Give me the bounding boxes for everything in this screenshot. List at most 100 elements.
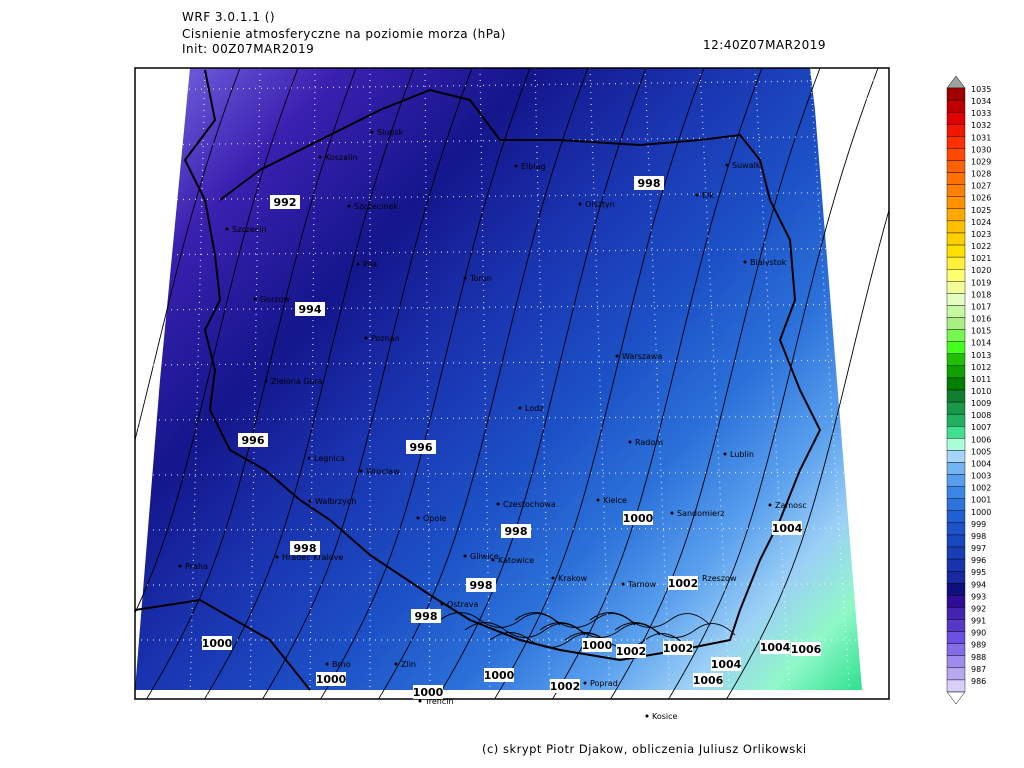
- legend-swatch: [946, 99, 966, 113]
- city-dot: [275, 555, 279, 559]
- contour-label-box: [760, 640, 790, 654]
- legend-swatch: [946, 583, 966, 596]
- legend-swatch: [946, 269, 966, 282]
- city-label: Zielona Gora: [271, 377, 323, 386]
- city-dot: [308, 499, 312, 503]
- contour-label-box: [501, 524, 531, 538]
- city-label: Rzeszow: [702, 574, 737, 583]
- legend-label: 1020: [971, 266, 991, 275]
- contour-label-box: [413, 685, 443, 699]
- isobar: [439, 612, 561, 628]
- legend-label: 1013: [971, 351, 991, 360]
- city-label: Wroclaw: [366, 467, 400, 476]
- field-title: Cisnienie atmosferyczne na poziomie morz…: [182, 27, 506, 41]
- contour-label: 998: [294, 542, 317, 555]
- city-label: Hradec Kralove: [282, 553, 343, 562]
- legend-swatch: [946, 607, 966, 620]
- isobar: [514, 612, 636, 628]
- legend-swatch: [946, 111, 966, 125]
- legend-swatch: [946, 413, 966, 427]
- legend-label: 1023: [971, 230, 991, 239]
- contour-label-box: [616, 644, 646, 658]
- contour-label-box: [634, 176, 664, 190]
- isobar: [494, 68, 705, 699]
- contour-label: 998: [505, 525, 528, 538]
- city-dot: [418, 699, 422, 703]
- legend-label: 1032: [971, 121, 991, 130]
- city-label: Krakow: [558, 574, 588, 583]
- legend-swatch: [946, 426, 966, 439]
- legend-swatch: [946, 365, 966, 379]
- contour-label-box: [693, 673, 723, 687]
- city-dot: [551, 576, 555, 580]
- map-frame: [134, 67, 890, 700]
- city-dot: [463, 276, 467, 280]
- city-labels: Slupsk Koszalin Szczecinek Szczecin Pila Gorz…: [178, 128, 807, 721]
- city-dot: [318, 155, 322, 159]
- legend-label: 997: [971, 544, 986, 553]
- legend-label: 988: [971, 653, 986, 662]
- city-dot: [225, 227, 229, 231]
- legend-swatch: [946, 244, 966, 258]
- legend-label: 1019: [971, 278, 991, 287]
- city-dot: [370, 130, 374, 134]
- city-label: Bialystok: [750, 258, 787, 267]
- city-label: Kielce: [603, 496, 627, 505]
- contour-label-box: [316, 672, 346, 686]
- legend-swatch: [946, 172, 966, 185]
- city-label: Suwalki: [732, 161, 763, 170]
- city-label: Gorzow: [260, 295, 290, 304]
- legend-arrow-top: [946, 75, 966, 89]
- contour-label-box: [406, 440, 436, 454]
- isobar: [589, 612, 711, 628]
- city-label: Lodz: [525, 404, 544, 413]
- city-label: Pila: [363, 260, 377, 269]
- contour-label: 1000: [202, 637, 233, 650]
- city-label: Tarnow: [627, 580, 657, 589]
- legend-label: 996: [971, 556, 986, 565]
- contour-label-box: [295, 302, 325, 316]
- contour-label: 1000: [316, 673, 347, 686]
- legend-label: 1025: [971, 206, 991, 215]
- city-label: Olsztyn: [585, 200, 615, 209]
- contour-label-box: [484, 668, 514, 682]
- legend-swatch: [946, 450, 966, 463]
- legend-label: 1033: [971, 109, 991, 118]
- city-label: Zlin: [401, 660, 416, 669]
- contour-label-box: [238, 433, 268, 447]
- legend-swatch: [946, 148, 966, 161]
- legend-swatch: [946, 401, 966, 415]
- contour-label: 998: [638, 177, 661, 190]
- contour-label: 996: [242, 434, 265, 447]
- legend-swatch: [946, 486, 966, 499]
- legend-swatch: [946, 184, 966, 197]
- city-dot: [583, 681, 587, 685]
- legend-label: 1016: [971, 315, 991, 324]
- color-legend: 1035 1034 1033 1032 1031 1030 1029 1028 1027 1026…: [946, 75, 991, 705]
- legend-swatch: [946, 256, 966, 270]
- city-label: Praha: [185, 562, 208, 571]
- city-label: Warszawa: [622, 352, 662, 361]
- contour-label-box: [791, 642, 821, 656]
- legend-label: 999: [971, 520, 986, 529]
- legend-swatch: [946, 522, 966, 536]
- contour-label: 998: [470, 579, 493, 592]
- contour-label: 994: [299, 303, 322, 316]
- legend-swatch: [946, 462, 966, 475]
- city-label: Zamosc: [775, 501, 807, 510]
- legend-swatch: [946, 438, 966, 451]
- city-label: Walbrzych: [315, 497, 356, 506]
- city-label: Czestochowa: [503, 500, 556, 509]
- contour-label-box: [711, 657, 741, 671]
- contour-label-box: [582, 638, 612, 652]
- legend-label: 1009: [971, 399, 991, 408]
- isobar: [726, 208, 889, 699]
- city-dot: [615, 354, 619, 358]
- city-label: Kosice: [652, 712, 678, 721]
- legend-label: 1010: [971, 387, 991, 396]
- contour-label-box: [466, 578, 496, 592]
- contour-label: 1004: [772, 522, 803, 535]
- legend-label: 1021: [971, 254, 991, 263]
